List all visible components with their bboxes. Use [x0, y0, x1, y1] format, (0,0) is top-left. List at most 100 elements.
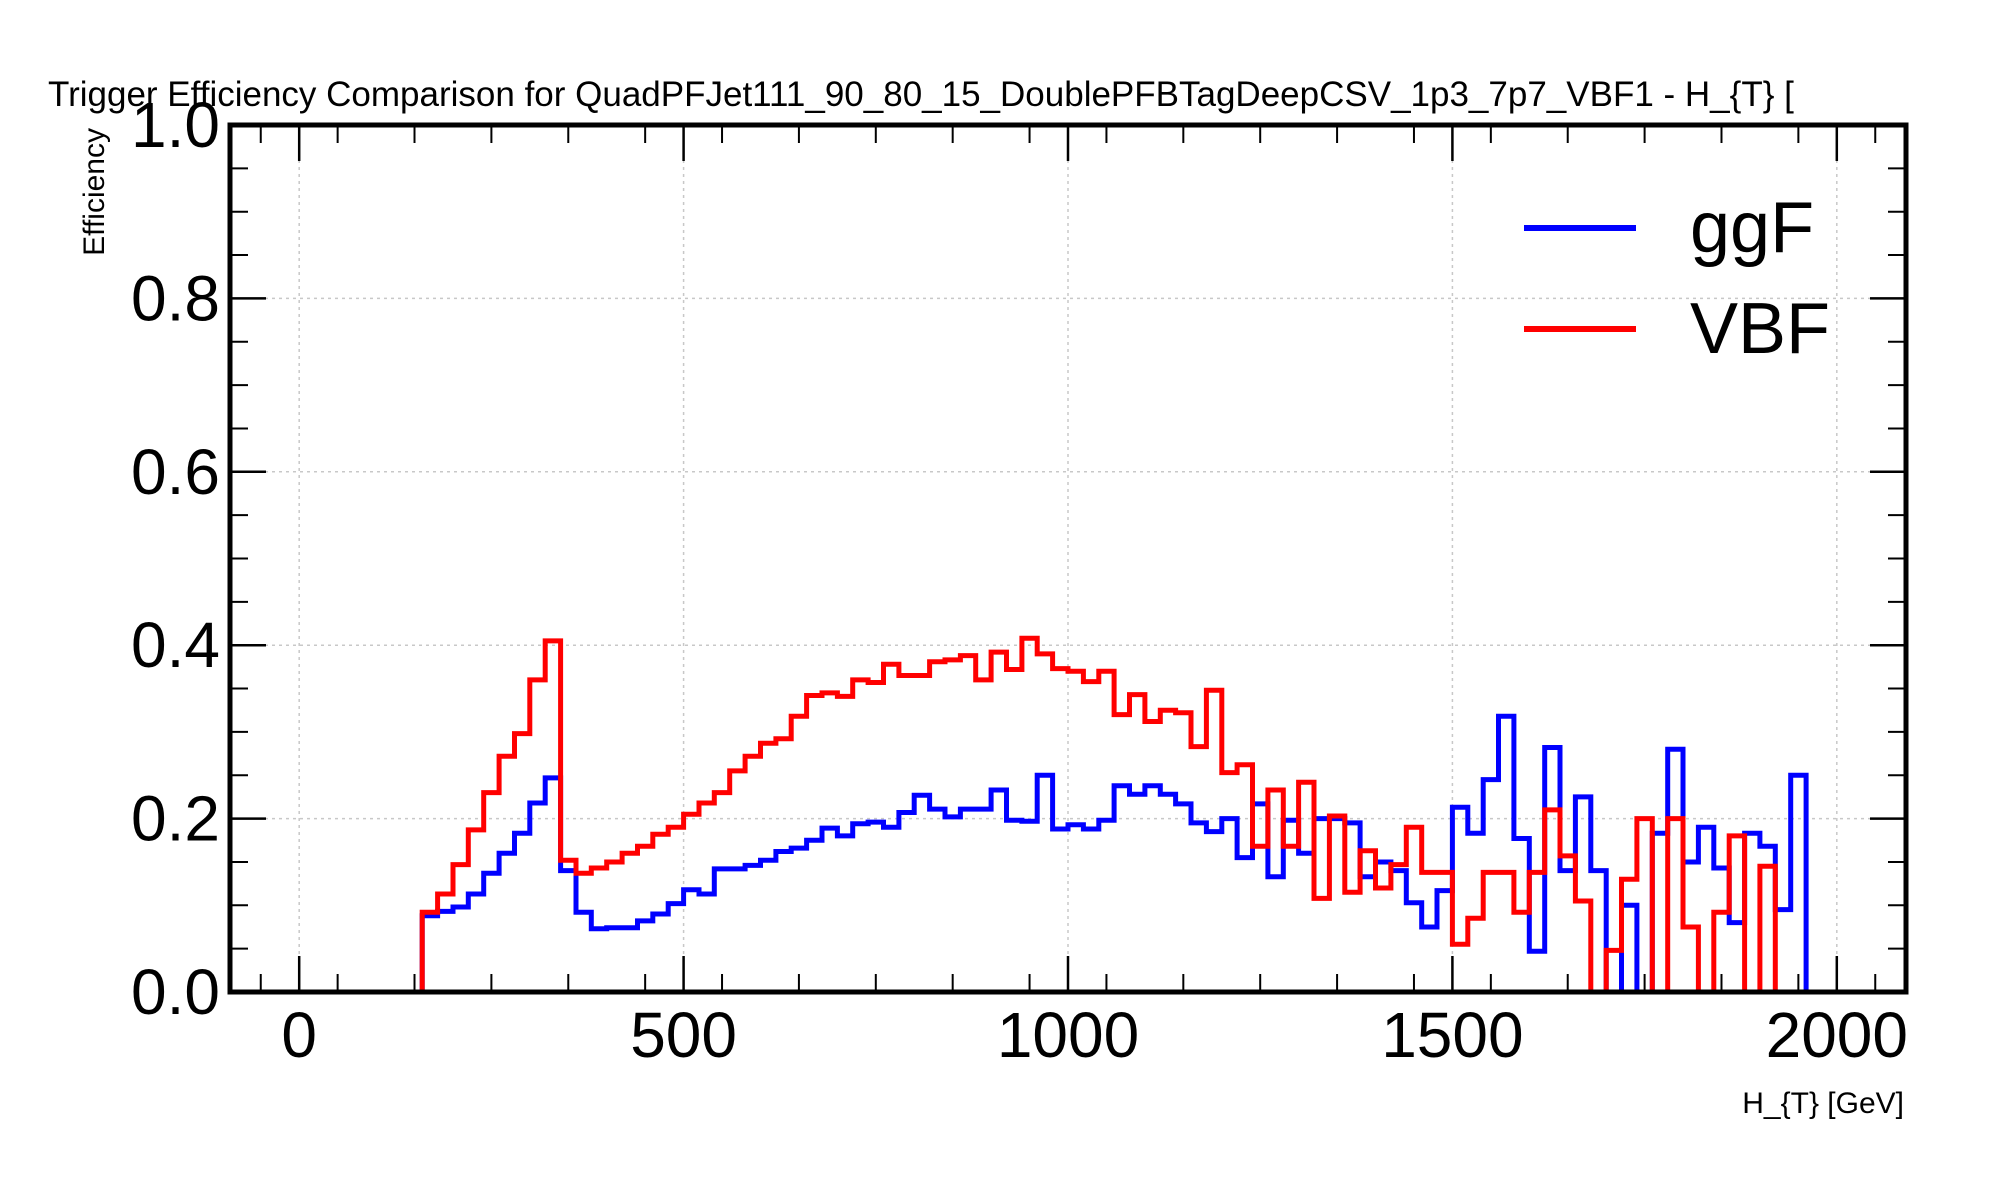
data-point — [1783, 909, 1784, 910]
data-point — [1583, 901, 1584, 902]
y-tick-label: 0.2 — [131, 783, 220, 855]
data-point — [1060, 829, 1061, 830]
data-point — [983, 809, 984, 810]
data-point — [1367, 876, 1368, 877]
data-point — [706, 894, 707, 895]
data-point — [1137, 794, 1138, 795]
data-point — [1767, 866, 1768, 867]
data-point — [1552, 809, 1553, 810]
data-point — [1167, 794, 1168, 795]
data-point — [1444, 890, 1445, 891]
data-point — [429, 915, 430, 916]
data-point — [1706, 827, 1707, 828]
data-point — [814, 840, 815, 841]
data-point — [845, 696, 846, 697]
y-axis-label: Efficiency — [78, 128, 111, 256]
data-point — [1306, 853, 1307, 854]
data-point — [445, 894, 446, 895]
data-point — [506, 756, 507, 757]
data-point — [952, 816, 953, 817]
data-point — [460, 907, 461, 908]
data-point — [998, 790, 999, 791]
data-point — [1275, 790, 1276, 791]
data-point — [1736, 922, 1737, 923]
data-point — [1552, 747, 1553, 748]
data-point — [1029, 821, 1030, 822]
data-point — [768, 743, 769, 744]
data-point — [568, 870, 569, 871]
data-point — [1583, 796, 1584, 797]
data-point — [891, 664, 892, 665]
y-tick-label: 0.6 — [131, 436, 220, 508]
data-point — [599, 928, 600, 929]
data-point — [1767, 846, 1768, 847]
x-tick-label: 2000 — [1766, 999, 1908, 1071]
data-point — [522, 833, 523, 834]
data-point — [1644, 818, 1645, 819]
data-point — [1029, 638, 1030, 639]
data-point — [1752, 833, 1753, 834]
data-point — [1490, 872, 1491, 873]
data-point — [1091, 829, 1092, 830]
legend-label-vbf: VBF — [1690, 289, 1830, 369]
y-tick-label: 0.8 — [131, 262, 220, 334]
data-point — [1429, 872, 1430, 873]
data-point — [1414, 827, 1415, 828]
data-point — [1260, 803, 1261, 804]
data-point — [783, 738, 784, 739]
data-point — [1214, 831, 1215, 832]
data-point — [614, 927, 615, 928]
data-point — [675, 827, 676, 828]
x-tick-label: 500 — [630, 999, 737, 1071]
data-point — [1490, 779, 1491, 780]
data-point — [491, 792, 492, 793]
legend-label-ggf: ggF — [1690, 188, 1814, 268]
data-point — [614, 862, 615, 863]
data-point — [1321, 818, 1322, 819]
data-point — [937, 661, 938, 662]
data-point — [1321, 898, 1322, 899]
data-point — [1152, 785, 1153, 786]
data-point — [829, 692, 830, 693]
data-point — [1260, 846, 1261, 847]
series-line-ggf — [419, 713, 1822, 995]
x-tick-label: 1000 — [997, 999, 1139, 1071]
data-point — [737, 770, 738, 771]
legend: ggF VBF — [1524, 188, 1830, 369]
data-point — [1567, 855, 1568, 856]
data-point — [645, 920, 646, 921]
data-point — [476, 894, 477, 895]
data-point — [737, 868, 738, 869]
data-point — [1137, 694, 1138, 695]
data-point — [1675, 818, 1676, 819]
data-point — [476, 829, 477, 830]
data-point — [1229, 818, 1230, 819]
series-line-vbf — [419, 635, 1791, 995]
data-point — [1275, 876, 1276, 877]
data-point — [722, 792, 723, 793]
data-point — [783, 851, 784, 852]
data-point — [1152, 721, 1153, 722]
data-point — [1352, 892, 1353, 893]
data-point — [814, 695, 815, 696]
data-point — [537, 803, 538, 804]
series-ggf — [419, 713, 1822, 995]
data-point — [1521, 838, 1522, 839]
data-point — [675, 903, 676, 904]
data-point — [1521, 912, 1522, 913]
y-tick-label: 1.0 — [131, 89, 220, 161]
chart-title: Trigger Efficiency Comparison for QuadPF… — [48, 75, 1794, 114]
data-point — [506, 853, 507, 854]
data-point — [1306, 782, 1307, 783]
data-point — [491, 873, 492, 874]
data-point — [1014, 669, 1015, 670]
data-point — [968, 809, 969, 810]
x-axis-label: H_{T} [GeV] — [1742, 1087, 1904, 1120]
data-point — [1244, 857, 1245, 858]
data-point — [1690, 927, 1691, 928]
data-point — [1291, 820, 1292, 821]
data-point — [552, 777, 553, 778]
data-point — [568, 860, 569, 861]
data-point — [1198, 746, 1199, 747]
